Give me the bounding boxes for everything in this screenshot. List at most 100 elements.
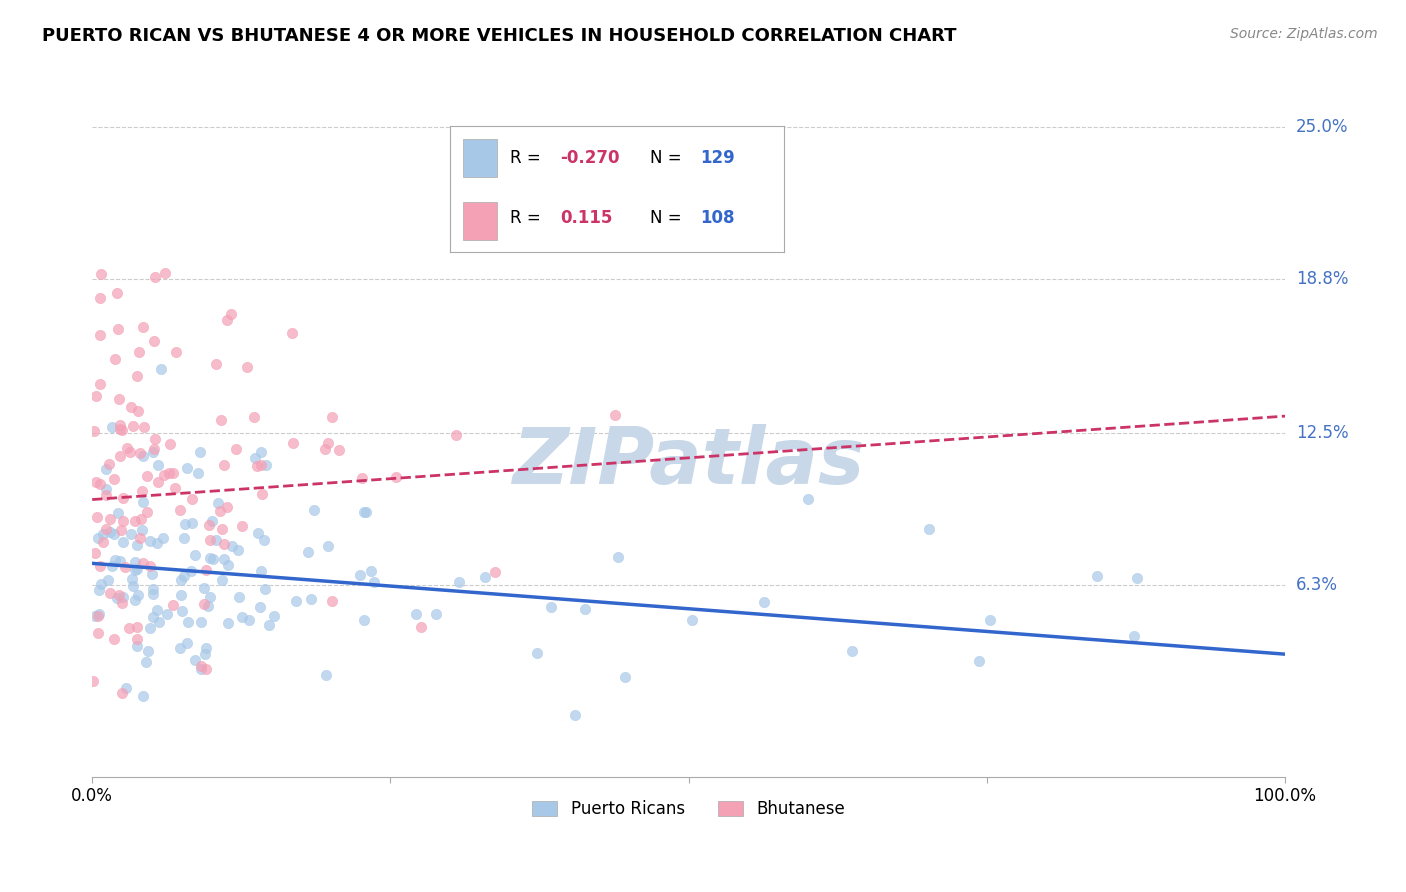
Point [484, 565, 506, 579]
Point [574, 601, 596, 615]
Point [103, 632, 125, 646]
Point [122, 418, 145, 433]
Point [752, 595, 775, 609]
Point [363, 574, 385, 589]
Point [132, 557, 155, 571]
Point [87, 531, 110, 545]
Point [89, 328, 111, 343]
Point [132, 320, 155, 334]
Point [84, 546, 107, 560]
Point [162, 598, 184, 612]
Point [1126, 571, 1149, 585]
Point [405, 607, 427, 621]
Point [209, 413, 232, 427]
Point [86, 510, 108, 524]
Point [170, 574, 193, 588]
Point [127, 562, 149, 576]
Point [94, 488, 117, 502]
Point [86, 389, 108, 403]
Point [221, 539, 243, 553]
Point [316, 540, 339, 554]
Point [142, 587, 165, 601]
Point [353, 613, 375, 627]
Point [91, 535, 114, 549]
Point [111, 596, 134, 610]
Point [114, 560, 136, 574]
Point [202, 551, 225, 566]
Point [146, 603, 169, 617]
Point [83, 424, 105, 438]
Point [146, 475, 169, 490]
Point [146, 458, 169, 473]
Point [153, 467, 176, 482]
Point [180, 492, 202, 507]
Point [797, 492, 820, 507]
Point [143, 432, 166, 446]
Point [89, 476, 111, 491]
Point [141, 567, 163, 582]
Point [979, 613, 1001, 627]
Point [564, 708, 586, 723]
Point [101, 558, 124, 573]
Point [105, 286, 128, 301]
Point [263, 608, 285, 623]
Point [143, 270, 166, 285]
Point [120, 444, 142, 458]
Point [360, 564, 382, 578]
Point [127, 632, 149, 646]
Point [385, 470, 408, 484]
Point [131, 484, 153, 499]
Point [353, 505, 375, 519]
Point [90, 267, 112, 281]
Point [110, 523, 132, 537]
Point [207, 496, 229, 510]
Text: 25.0%: 25.0% [1296, 118, 1348, 136]
Point [257, 618, 280, 632]
Point [321, 593, 343, 607]
Point [349, 568, 371, 582]
Point [135, 505, 157, 519]
Text: ZIPatlas: ZIPatlas [513, 424, 865, 500]
Point [200, 550, 222, 565]
Point [132, 420, 155, 434]
Point [82, 673, 104, 688]
Point [127, 620, 149, 634]
Legend: Puerto Ricans, Bhutanese: Puerto Ricans, Bhutanese [526, 793, 852, 824]
Point [165, 345, 187, 359]
Point [194, 640, 217, 655]
Point [98, 511, 121, 525]
Point [156, 607, 179, 622]
Point [444, 427, 467, 442]
Point [89, 376, 111, 391]
Point [132, 689, 155, 703]
Point [201, 515, 224, 529]
Point [131, 524, 153, 538]
Point [103, 527, 125, 541]
Point [281, 326, 304, 340]
Text: 6.3%: 6.3% [1296, 576, 1339, 594]
Point [190, 445, 212, 459]
Point [108, 422, 131, 436]
Point [132, 449, 155, 463]
Point [193, 582, 215, 596]
Point [157, 466, 180, 480]
Point [169, 640, 191, 655]
Point [120, 400, 142, 414]
Point [108, 392, 131, 406]
Point [180, 516, 202, 531]
Point [107, 322, 129, 336]
Point [190, 615, 212, 630]
Point [187, 466, 209, 480]
Point [94, 522, 117, 536]
Point [139, 621, 162, 635]
Point [138, 533, 160, 548]
Point [184, 652, 207, 666]
Point [142, 582, 165, 596]
Point [841, 644, 863, 658]
Point [84, 609, 107, 624]
Point [607, 549, 630, 564]
Point [146, 536, 169, 550]
Point [198, 591, 221, 605]
Point [219, 306, 242, 320]
Point [236, 359, 259, 374]
